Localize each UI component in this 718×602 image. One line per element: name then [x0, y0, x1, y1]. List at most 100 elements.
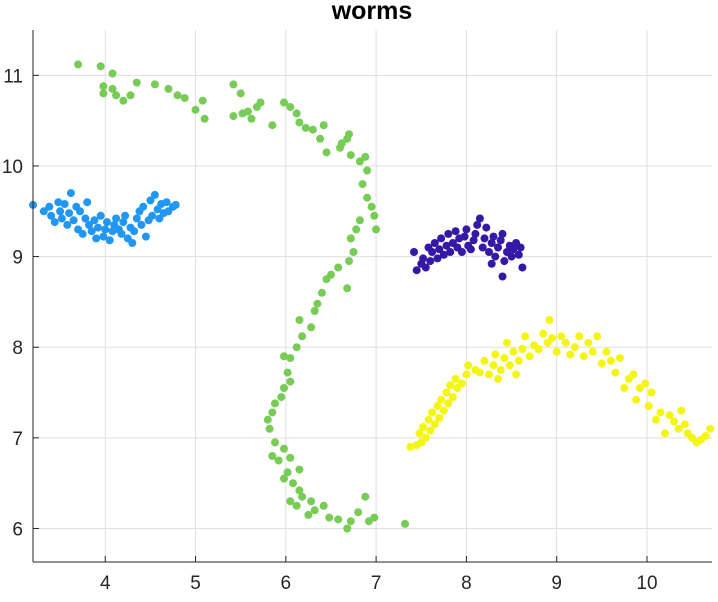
scatter-point [310, 307, 319, 315]
scatter-point [128, 239, 137, 247]
x-tick-label: 9 [551, 573, 562, 594]
scatter-series-4 [406, 316, 715, 451]
scatter-point [349, 248, 358, 256]
scatter-point [162, 198, 171, 207]
scatter-point [412, 266, 421, 275]
scatter-point [286, 497, 295, 506]
scatter-point [496, 236, 505, 245]
scatter-point [85, 220, 93, 229]
scatter-point [307, 323, 316, 332]
scatter-point [119, 96, 128, 105]
scatter-point [674, 424, 683, 433]
scatter-point [286, 354, 295, 363]
scatter-point [280, 444, 288, 453]
scatter-point [489, 361, 498, 370]
scatter-point [355, 216, 364, 225]
scatter-point [469, 236, 478, 245]
scatter-point [597, 359, 606, 368]
scatter-point [446, 381, 455, 390]
scatter-point [489, 232, 498, 241]
scatter-point [516, 243, 525, 252]
scatter-point [421, 433, 430, 442]
scatter-point [644, 402, 653, 411]
scatter-point [485, 370, 493, 379]
scatter-point [180, 94, 189, 102]
scatter-point [319, 501, 328, 510]
scatter-point [355, 157, 364, 166]
x-tick-label: 5 [190, 573, 201, 594]
scatter-point [462, 370, 471, 379]
axes-layer: 4 5 6 7 8 9 10 6 7 8 9 10 11 [2, 30, 712, 594]
scatter-point [319, 121, 328, 130]
scatter-point [334, 263, 343, 272]
scatter-point [283, 368, 292, 377]
scatter-point [498, 229, 507, 238]
scatter-point [286, 453, 295, 462]
scatter-point [451, 374, 460, 383]
scatter-point [372, 225, 381, 234]
scatter-point [139, 202, 148, 211]
grid-layer [33, 30, 712, 562]
scatter-point [444, 399, 453, 408]
scatter-point [65, 209, 74, 218]
scatter-point [56, 207, 65, 216]
scatter-point [498, 272, 507, 281]
scatter-point [81, 214, 90, 223]
scatter-point [268, 408, 277, 417]
scatter-point [173, 91, 182, 100]
scatter-point [426, 257, 435, 266]
scatter-series-3 [410, 214, 527, 281]
scatter-point [539, 329, 548, 338]
scatter-point [500, 257, 509, 266]
scatter-point [615, 354, 624, 363]
scatter-point [507, 252, 516, 261]
scatter-point [295, 486, 304, 495]
scatter-point [421, 263, 430, 272]
scatter-point [117, 229, 126, 238]
scatter-point [361, 492, 370, 501]
scatter-point [557, 332, 566, 341]
scatter-point [475, 214, 484, 223]
scatter-point [292, 109, 301, 118]
x-tick-label: 6 [281, 573, 292, 594]
scatter-point [66, 189, 75, 198]
scatter-point [620, 384, 629, 392]
scatter-point [602, 347, 611, 356]
scatter-point [570, 343, 579, 352]
scatter-series-1 [29, 189, 180, 247]
scatter-point [579, 352, 588, 361]
scatter-point [101, 225, 110, 234]
y-tick-label: 10 [2, 157, 23, 178]
scatter-point [301, 123, 310, 132]
scatter-point [346, 234, 355, 243]
scatter-point [466, 245, 475, 254]
scatter-point [103, 218, 111, 227]
scatter-point [105, 236, 114, 245]
scatter-point [442, 388, 451, 397]
scatter-point [647, 388, 656, 397]
scatter-point [475, 368, 484, 377]
scatter-point [424, 415, 433, 424]
scatter-point [410, 248, 418, 256]
scatter-point [308, 125, 317, 134]
scatter-point [274, 456, 283, 465]
scatter-point [304, 510, 313, 519]
scatter-point [433, 402, 442, 411]
scatter-point [283, 468, 292, 477]
x-tick-label: 8 [461, 573, 472, 594]
scatter-point [112, 214, 121, 223]
scatter-point [50, 218, 59, 227]
scatter-point [478, 243, 487, 252]
scatter-point [439, 250, 448, 259]
scatter-point [121, 211, 130, 220]
scatter-point [334, 515, 343, 524]
scatter-point [39, 207, 48, 216]
scatter-point [509, 245, 518, 254]
scatter-point [74, 60, 83, 69]
scatter-point [148, 211, 157, 220]
scatter-point [346, 517, 355, 526]
scatter-point [518, 263, 527, 272]
scatter-point [295, 316, 304, 324]
scatter-point [200, 114, 209, 123]
scatter-point [150, 80, 159, 89]
